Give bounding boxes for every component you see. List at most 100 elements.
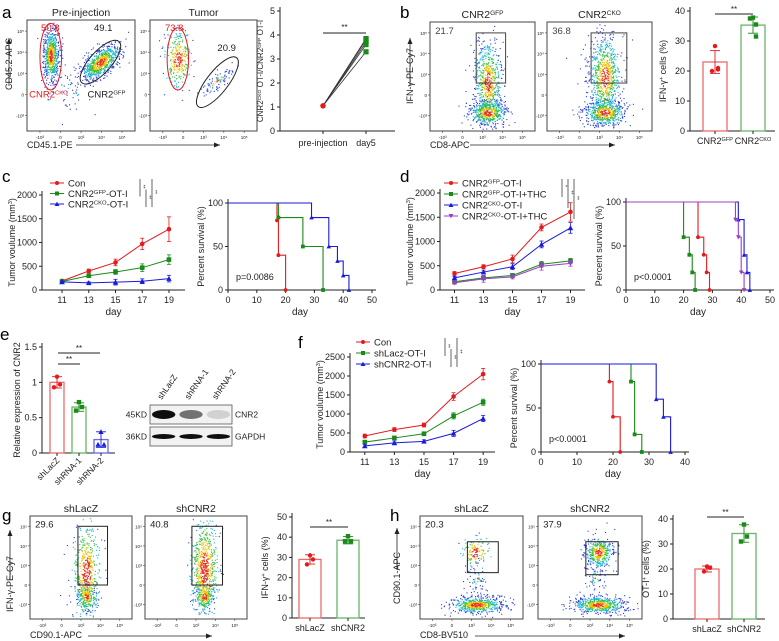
flow-event bbox=[48, 47, 50, 50]
x-tick-label: 10⁵ bbox=[636, 135, 643, 140]
flow-event bbox=[470, 44, 472, 46]
flow-event bbox=[82, 68, 84, 70]
flow-event bbox=[88, 74, 90, 76]
flow-event bbox=[588, 109, 590, 112]
flow-event bbox=[193, 61, 195, 63]
flow-event bbox=[490, 43, 492, 45]
flow-event bbox=[94, 71, 97, 73]
y-tick-label: 10 bbox=[658, 589, 668, 599]
flow-event bbox=[105, 64, 107, 66]
legend-marker bbox=[448, 214, 454, 219]
flow-event bbox=[595, 69, 597, 71]
flow-event bbox=[484, 106, 487, 108]
flow-event bbox=[217, 77, 219, 79]
flow-event bbox=[614, 90, 616, 92]
flow-event bbox=[107, 71, 109, 73]
flow-event bbox=[620, 114, 622, 116]
flow-event bbox=[604, 66, 606, 68]
flow-event bbox=[224, 80, 226, 82]
flow-event bbox=[595, 72, 597, 74]
flow-event bbox=[498, 114, 500, 116]
y-axis-label-part: cells (%) bbox=[658, 40, 668, 77]
flow-event bbox=[589, 124, 592, 126]
x-tick-label: 0 bbox=[182, 135, 185, 140]
flow-event bbox=[597, 121, 599, 123]
flow-event bbox=[164, 56, 166, 58]
flow-event bbox=[51, 56, 53, 58]
y-axis-label-part: CNR2 bbox=[256, 100, 265, 122]
flow-event bbox=[467, 119, 469, 121]
flow-event bbox=[176, 78, 178, 80]
flow-event bbox=[613, 127, 615, 129]
data-point bbox=[451, 280, 458, 286]
flow-event bbox=[55, 59, 57, 62]
flow-event bbox=[108, 52, 110, 54]
flow-event bbox=[177, 59, 179, 61]
flow-event bbox=[595, 102, 597, 104]
flow-event bbox=[479, 115, 481, 117]
flow-event bbox=[175, 43, 177, 45]
flow-event bbox=[614, 99, 616, 101]
flow-event bbox=[105, 58, 107, 60]
data-point bbox=[539, 225, 544, 230]
flow-event bbox=[485, 66, 487, 68]
flow-event bbox=[57, 74, 59, 76]
flow-event bbox=[48, 41, 50, 43]
flow-event bbox=[602, 125, 604, 127]
flow-event bbox=[45, 71, 47, 73]
flow-event bbox=[497, 87, 499, 89]
flow-event bbox=[92, 67, 94, 69]
flow-event bbox=[494, 77, 496, 79]
flow-event bbox=[492, 68, 494, 70]
flow-event bbox=[611, 77, 613, 79]
flow-event bbox=[182, 28, 184, 30]
flow-event bbox=[110, 42, 113, 44]
flow-event bbox=[179, 35, 181, 37]
legend-marker bbox=[360, 361, 366, 366]
flow-event bbox=[595, 126, 597, 128]
flow-event bbox=[42, 56, 44, 58]
flow-event bbox=[616, 105, 618, 107]
flow-event bbox=[592, 94, 594, 97]
flow-event bbox=[601, 107, 603, 109]
flow-event bbox=[52, 47, 54, 49]
flow-event bbox=[627, 106, 629, 108]
flow-event bbox=[57, 42, 60, 44]
flow-event bbox=[53, 47, 55, 49]
flow-event bbox=[220, 80, 222, 82]
flow-event bbox=[174, 41, 176, 43]
flow-event bbox=[481, 48, 483, 50]
flow-event bbox=[602, 62, 604, 64]
flow-event bbox=[106, 55, 108, 57]
y-tick-label: 10⁵ bbox=[420, 31, 427, 36]
flow-event bbox=[607, 76, 609, 78]
flow-event bbox=[601, 112, 603, 114]
y-axis-label-part: Relative expression of CNR2 bbox=[12, 342, 22, 458]
significance-mark: ** bbox=[722, 508, 728, 517]
flow-event bbox=[602, 100, 604, 102]
flow-event bbox=[108, 42, 110, 44]
flow-event bbox=[483, 118, 485, 120]
flow-event bbox=[596, 118, 598, 120]
flow-event bbox=[591, 117, 593, 119]
flow-event bbox=[608, 68, 610, 70]
flow-event bbox=[592, 88, 595, 90]
flow-event bbox=[620, 110, 622, 113]
flow-event bbox=[597, 116, 599, 118]
flow-event bbox=[607, 52, 609, 54]
flow-event bbox=[600, 101, 602, 103]
flow-event bbox=[607, 92, 609, 94]
flow-event bbox=[477, 62, 479, 64]
flow-event bbox=[495, 128, 497, 130]
flow-event bbox=[491, 85, 493, 87]
flow-event bbox=[486, 100, 488, 102]
flow-event bbox=[104, 62, 106, 64]
flow-event bbox=[74, 76, 77, 78]
flow-event bbox=[49, 51, 51, 53]
flow-event bbox=[95, 73, 97, 75]
flow-event bbox=[489, 94, 491, 96]
flow-event bbox=[595, 114, 598, 116]
flow-event bbox=[61, 46, 63, 48]
flow-event bbox=[617, 80, 619, 82]
flow-event bbox=[606, 55, 609, 58]
